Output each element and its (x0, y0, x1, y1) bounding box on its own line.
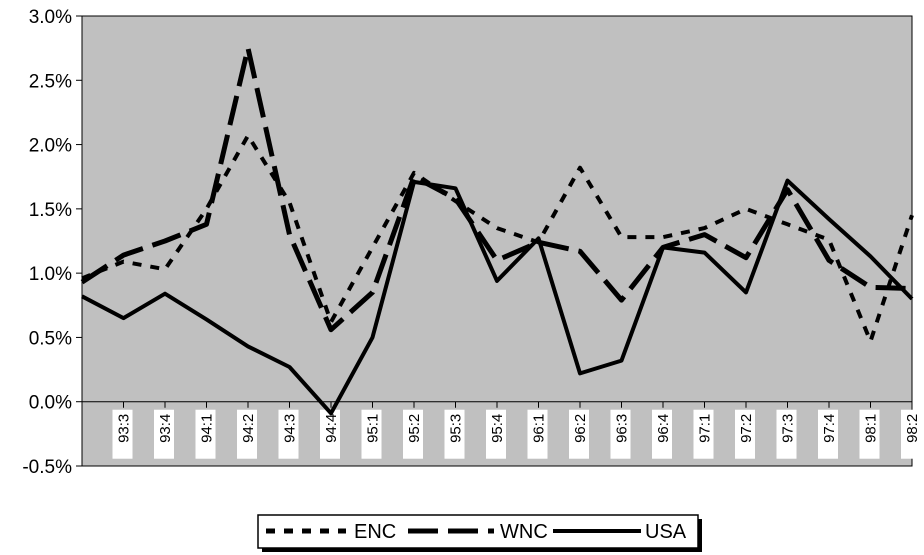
x-tick-label-bg (237, 409, 257, 459)
x-tick-label: 97:1 (697, 414, 714, 443)
x-tick-label-bg (735, 409, 755, 459)
x-tick-label-bg (195, 409, 216, 459)
y-tick-label: 3.0% (29, 7, 72, 28)
x-tick-label: 96:2 (572, 414, 589, 443)
y-axis: -0.5% 0.0% 0.5% 1.0% 1.5% 2.0% 2.5% 3.0% (22, 7, 82, 478)
y-tick-label: 0.0% (29, 393, 72, 414)
x-tick-label-group: 95:4 (486, 409, 506, 459)
plot-area (81, 15, 913, 467)
x-tick-label-group: 96:1 (527, 409, 548, 459)
x-tick-label-bg (652, 409, 672, 459)
x-tick-label: 98:1 (863, 414, 880, 443)
x-tick-label: 95:4 (489, 414, 506, 443)
series-line-enc (81, 133, 914, 344)
x-tick-label: 97:2 (738, 414, 755, 443)
x-tick-label-bg (112, 409, 133, 459)
x-tick-label: 96:4 (655, 414, 672, 443)
x-tick-label-group: 95:2 (403, 409, 423, 459)
y-tick-label: 2.0% (29, 136, 72, 157)
x-tick-label-group: 94:3 (278, 409, 299, 459)
x-tick-label-group: 98:2 (901, 409, 921, 459)
x-tick-label-group: 95:1 (361, 409, 382, 459)
x-tick-label: 94:4 (323, 414, 340, 443)
x-tick-label-bg (569, 409, 589, 459)
x-tick-label-bg (527, 409, 548, 459)
x-tick-label: 98:2 (904, 414, 921, 443)
series-layer (80, 45, 914, 416)
x-tick-label: 94:3 (282, 414, 299, 443)
x-tick-label-bg (361, 409, 382, 459)
x-tick-label-bg (444, 409, 465, 459)
y-tick-label: -0.5% (22, 457, 72, 478)
x-tick-label-group: 96:2 (569, 409, 589, 459)
x-tick-label-group: 93:4 (154, 409, 174, 459)
y-tick-label: 1.5% (29, 200, 72, 221)
x-tick-label-group: 98:1 (859, 409, 880, 459)
x-tick-label: 94:2 (240, 414, 257, 443)
x-axis: 93:3 93:4 94:1 94:2 94:3 94:4 95:1 95:2 95:3 95:4… (81, 401, 921, 459)
x-tick-label-group: 93:3 (112, 409, 133, 459)
x-tick-label: 94:1 (199, 414, 216, 443)
x-tick-label-bg (818, 409, 838, 459)
x-tick-label-group: 94:2 (237, 409, 257, 459)
x-tick-label-bg (154, 409, 174, 459)
x-tick-label-bg (278, 409, 299, 459)
x-tick-label-group: 97:2 (735, 409, 755, 459)
series-line-usa (81, 178, 914, 416)
x-tick-label-group: 97:1 (693, 409, 714, 459)
x-tick-label-group: 95:3 (444, 409, 465, 459)
legend: ENC WNC USA (257, 514, 702, 552)
x-tick-label: 96:1 (531, 414, 548, 443)
x-tick-label-group: 97:3 (776, 409, 797, 459)
x-tick-label: 96:3 (614, 414, 631, 443)
x-tick-label: 95:3 (448, 414, 465, 443)
x-tick-label: 95:1 (365, 414, 382, 443)
y-tick-label: 1.0% (29, 264, 72, 285)
legend-label-enc: ENC (354, 521, 396, 543)
x-tick-label-group: 96:3 (610, 409, 631, 459)
x-tick-label-bg (610, 409, 631, 459)
legend-label-wnc: WNC (500, 521, 548, 543)
y-tick-label: 0.5% (29, 328, 72, 349)
x-tick-label-group: 96:4 (652, 409, 672, 459)
x-tick-label-bg (320, 409, 340, 459)
x-tick-label: 93:3 (116, 414, 133, 443)
legend-label-usa: USA (645, 521, 687, 543)
x-tick-label-group: 97:4 (818, 409, 838, 459)
x-tick-label-bg (859, 409, 880, 459)
x-tick-label-bg (693, 409, 714, 459)
x-tick-label-bg (901, 409, 921, 459)
x-tick-label-group: 94:4 (320, 409, 340, 459)
y-tick-label: 2.5% (29, 71, 72, 92)
x-tick-label-bg (776, 409, 797, 459)
x-tick-label: 93:4 (157, 414, 174, 443)
x-tick-label: 97:3 (780, 414, 797, 443)
x-tick-label: 97:4 (821, 414, 838, 443)
x-tick-label: 95:2 (406, 414, 423, 443)
x-tick-label-bg (486, 409, 506, 459)
x-tick-label-bg (403, 409, 423, 459)
x-tick-label-group: 94:1 (195, 409, 216, 459)
